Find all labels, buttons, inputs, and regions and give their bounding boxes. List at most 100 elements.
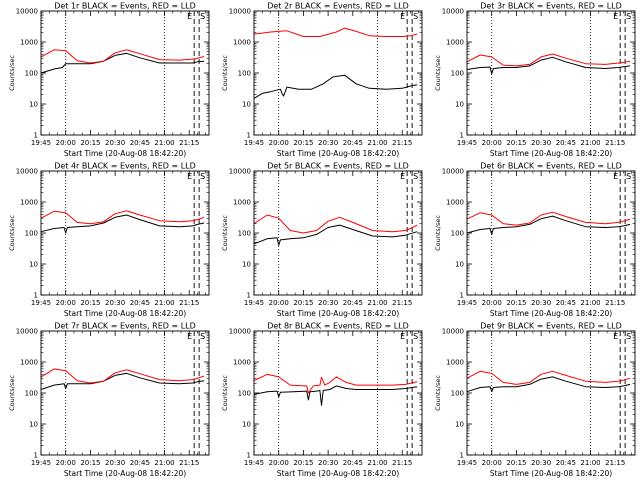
y-tick-label: 1: [34, 292, 38, 300]
chart-title: Det 6r BLACK = Events, RED = LLD: [480, 162, 622, 171]
x-tick-label: 20:00: [56, 459, 76, 467]
annotation-label: E: [613, 12, 618, 21]
x-axis-label: Start Time (20-Aug-08 18:42:20): [277, 149, 399, 158]
x-tick-label: 19:45: [244, 139, 264, 147]
x-tick-label: 21:15: [605, 299, 625, 307]
y-tick-label: 10: [242, 261, 251, 269]
x-axis-label: Start Time (20-Aug-08 18:42:20): [490, 149, 612, 158]
chart-panel: Det 8r BLACK = Events, RED = LLD Counts/s…: [221, 322, 423, 478]
plot-frame: [40, 330, 210, 456]
annotation-label: E: [187, 172, 192, 181]
annotation-label: E: [613, 172, 618, 181]
x-tick-label: 19:45: [31, 459, 51, 467]
x-tick-label: 20:15: [80, 139, 100, 147]
y-tick-label: 100: [238, 390, 251, 398]
y-tick-label: 10: [455, 101, 464, 109]
y-tick-label: 100: [238, 70, 251, 78]
y-tick-label: 10: [29, 101, 38, 109]
x-tick-label: 20:45: [130, 299, 150, 307]
y-tick-label: 1000: [20, 199, 38, 207]
y-tick-label: 100: [451, 390, 464, 398]
y-axis-label: Counts/sec: [221, 55, 229, 91]
plot-frame: [253, 170, 423, 296]
y-tick-label: 1: [460, 452, 464, 460]
plot-frame: [466, 170, 636, 296]
y-tick-label: 1000: [233, 39, 251, 47]
annotation-label: S: [626, 172, 631, 181]
y-tick-label: 10000: [442, 328, 464, 336]
series-line-lld: [466, 53, 631, 67]
annotation-label: S: [200, 332, 205, 341]
x-tick-label: 20:45: [343, 299, 363, 307]
x-tick-label: 20:45: [343, 139, 363, 147]
y-tick-label: 1000: [446, 359, 464, 367]
plot-frame: [40, 170, 210, 296]
series-line-events: [40, 214, 205, 234]
y-tick-label: 10000: [16, 168, 38, 176]
annotation-label: S: [626, 332, 631, 341]
annotation-label: S: [413, 332, 418, 341]
series-line-lld: [253, 373, 418, 394]
x-tick-label: 21:00: [580, 139, 600, 147]
y-tick-label: 1: [34, 132, 38, 140]
x-tick-label: 20:45: [556, 459, 576, 467]
annotation-label: S: [626, 12, 631, 21]
y-axis-label: Counts/sec: [434, 215, 442, 251]
y-tick-label: 1000: [233, 359, 251, 367]
y-tick-label: 10: [29, 261, 38, 269]
series-line-lld: [466, 211, 631, 226]
y-tick-label: 1: [460, 292, 464, 300]
chart-panel: Det 3r BLACK = Events, RED = LLD Counts/s…: [434, 2, 636, 158]
y-tick-label: 10000: [229, 168, 251, 176]
y-tick-label: 10: [455, 261, 464, 269]
chart-title: Det 1r BLACK = Events, RED = LLD: [54, 2, 196, 11]
x-axis-label: Start Time (20-Aug-08 18:42:20): [277, 469, 399, 478]
y-axis-label: Counts/sec: [434, 55, 442, 91]
y-tick-label: 1000: [446, 199, 464, 207]
y-tick-label: 1000: [20, 39, 38, 47]
x-tick-label: 21:15: [605, 139, 625, 147]
annotation-label: E: [613, 332, 618, 341]
y-axis-label: Counts/sec: [8, 55, 16, 91]
x-tick-label: 19:45: [457, 299, 477, 307]
x-tick-label: 21:15: [179, 459, 199, 467]
x-tick-label: 21:15: [179, 139, 199, 147]
x-tick-label: 21:00: [367, 139, 387, 147]
y-tick-label: 1: [247, 132, 251, 140]
plot-frame: [253, 10, 423, 136]
chart-title: Det 3r BLACK = Events, RED = LLD: [480, 2, 622, 11]
x-tick-label: 20:30: [531, 139, 551, 147]
x-axis-label: Start Time (20-Aug-08 18:42:20): [277, 309, 399, 318]
plot-frame: [466, 10, 636, 136]
x-tick-label: 20:45: [556, 299, 576, 307]
x-tick-label: 20:00: [482, 139, 502, 147]
x-axis-label: Start Time (20-Aug-08 18:42:20): [490, 469, 612, 478]
x-tick-label: 20:30: [531, 459, 551, 467]
y-axis-label: Counts/sec: [8, 375, 16, 411]
annotation-label: E: [400, 332, 405, 341]
x-tick-label: 20:15: [80, 459, 100, 467]
x-axis-label: Start Time (20-Aug-08 18:42:20): [64, 469, 186, 478]
x-tick-label: 19:45: [31, 299, 51, 307]
y-tick-label: 1000: [446, 39, 464, 47]
x-tick-label: 20:30: [318, 299, 338, 307]
annotation-label: E: [187, 12, 192, 21]
x-tick-label: 20:15: [506, 459, 526, 467]
y-tick-label: 10000: [442, 168, 464, 176]
y-tick-label: 100: [25, 230, 38, 238]
y-tick-label: 1000: [20, 359, 38, 367]
annotation-label: E: [400, 12, 405, 21]
series-line-events: [253, 224, 418, 246]
annotation-label: E: [187, 332, 192, 341]
x-tick-label: 21:15: [179, 299, 199, 307]
series-line-events: [253, 385, 418, 406]
x-tick-label: 21:15: [605, 459, 625, 467]
x-tick-label: 20:30: [531, 299, 551, 307]
y-tick-label: 10: [242, 101, 251, 109]
y-tick-label: 10000: [229, 8, 251, 16]
y-tick-label: 100: [451, 70, 464, 78]
x-tick-label: 20:15: [506, 299, 526, 307]
y-tick-label: 1000: [233, 199, 251, 207]
y-tick-label: 1: [247, 292, 251, 300]
